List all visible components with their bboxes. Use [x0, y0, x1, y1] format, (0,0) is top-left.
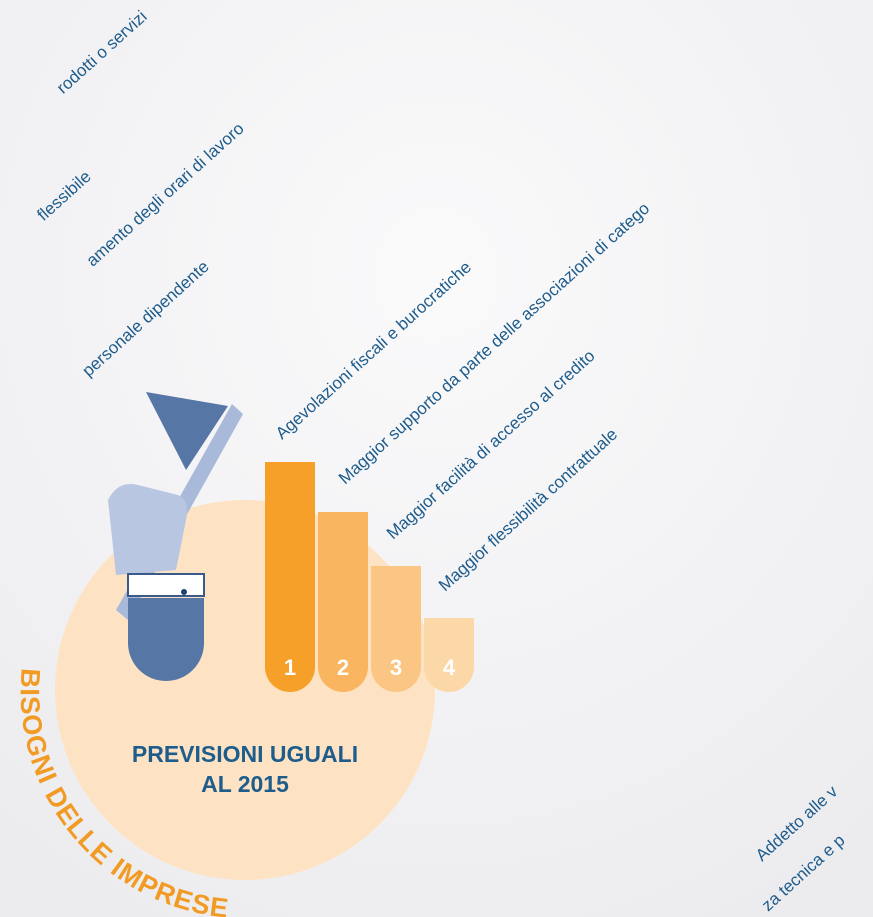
badge-circle — [55, 500, 435, 880]
rank-number: 1 — [284, 655, 296, 680]
title-line: AL 2015 — [201, 771, 289, 797]
page: {"left_labels": ["rodotti o servizi", "f… — [0, 0, 873, 917]
rank-number: 3 — [390, 655, 402, 680]
rank-number: 4 — [443, 655, 456, 680]
title-line: PREVISIONI UGUALI — [132, 741, 358, 767]
rank-number: 2 — [337, 655, 349, 680]
infographic: 1234 PREVISIONI UGUALI AL 2015 BISOGNI D… — [0, 0, 873, 917]
